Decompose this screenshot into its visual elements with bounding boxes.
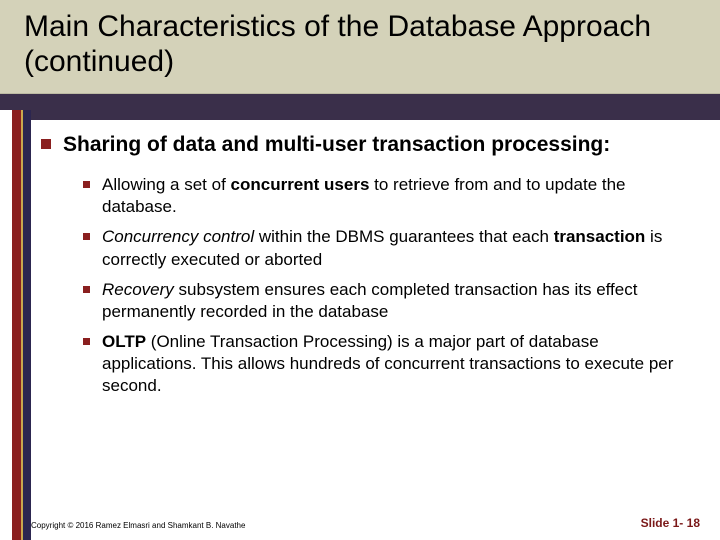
side-stripe (12, 110, 31, 540)
copyright-text: Copyright © 2016 Ramez Elmasri and Shamk… (31, 521, 245, 530)
bullet-icon (83, 286, 90, 293)
title-band: Main Characteristics of the Database App… (0, 0, 720, 94)
heading-item: Sharing of data and multi-user transacti… (41, 132, 696, 158)
content-area: Sharing of data and multi-user transacti… (0, 110, 720, 540)
slide: Main Characteristics of the Database App… (0, 0, 720, 540)
bullet-list: Allowing a set of concurrent users to re… (83, 174, 696, 397)
bullet-text: OLTP (Online Transaction Processing) is … (102, 331, 696, 397)
bullet-icon (83, 233, 90, 240)
slide-number: Slide 1- 18 (641, 516, 700, 530)
bullet-icon (41, 139, 51, 149)
heading-text: Sharing of data and multi-user transacti… (63, 132, 610, 158)
list-item: OLTP (Online Transaction Processing) is … (83, 331, 696, 397)
bullet-text: Recovery subsystem ensures each complete… (102, 279, 696, 323)
slide-title: Main Characteristics of the Database App… (24, 10, 696, 79)
list-item: Concurrency control within the DBMS guar… (83, 226, 696, 270)
list-item: Allowing a set of concurrent users to re… (83, 174, 696, 218)
footer: Copyright © 2016 Ramez Elmasri and Shamk… (31, 516, 700, 530)
list-item: Recovery subsystem ensures each complete… (83, 279, 696, 323)
bullet-icon (83, 181, 90, 188)
bullet-text: Allowing a set of concurrent users to re… (102, 174, 696, 218)
bullet-icon (83, 338, 90, 345)
slide-body: Sharing of data and multi-user transacti… (31, 110, 720, 540)
bullet-text: Concurrency control within the DBMS guar… (102, 226, 696, 270)
